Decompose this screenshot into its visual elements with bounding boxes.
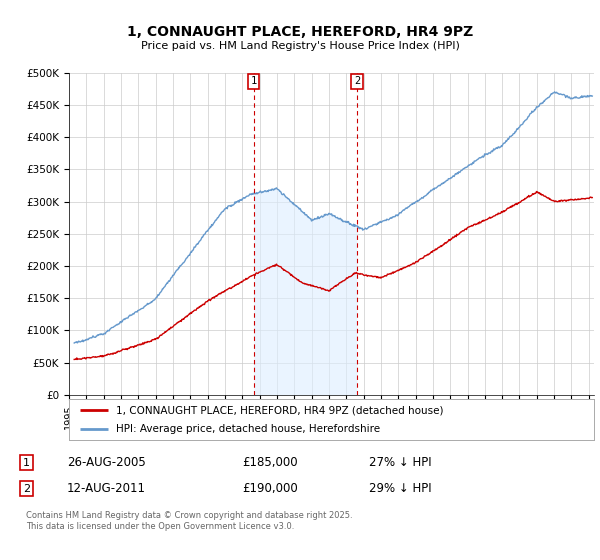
Text: HPI: Average price, detached house, Herefordshire: HPI: Average price, detached house, Here… (116, 424, 380, 433)
Text: Contains HM Land Registry data © Crown copyright and database right 2025.
This d: Contains HM Land Registry data © Crown c… (26, 511, 353, 531)
Text: £190,000: £190,000 (242, 482, 298, 495)
Text: 1, CONNAUGHT PLACE, HEREFORD, HR4 9PZ: 1, CONNAUGHT PLACE, HEREFORD, HR4 9PZ (127, 26, 473, 39)
Text: 27% ↓ HPI: 27% ↓ HPI (369, 456, 432, 469)
Text: Price paid vs. HM Land Registry's House Price Index (HPI): Price paid vs. HM Land Registry's House … (140, 41, 460, 51)
Text: 2: 2 (354, 76, 360, 86)
Text: 26-AUG-2005: 26-AUG-2005 (67, 456, 145, 469)
Text: 12-AUG-2011: 12-AUG-2011 (67, 482, 146, 495)
Text: 1: 1 (23, 458, 30, 468)
Text: 2: 2 (23, 484, 30, 493)
Text: 29% ↓ HPI: 29% ↓ HPI (369, 482, 432, 495)
Text: £185,000: £185,000 (242, 456, 298, 469)
Text: 1, CONNAUGHT PLACE, HEREFORD, HR4 9PZ (detached house): 1, CONNAUGHT PLACE, HEREFORD, HR4 9PZ (d… (116, 405, 444, 415)
Text: 1: 1 (250, 76, 257, 86)
